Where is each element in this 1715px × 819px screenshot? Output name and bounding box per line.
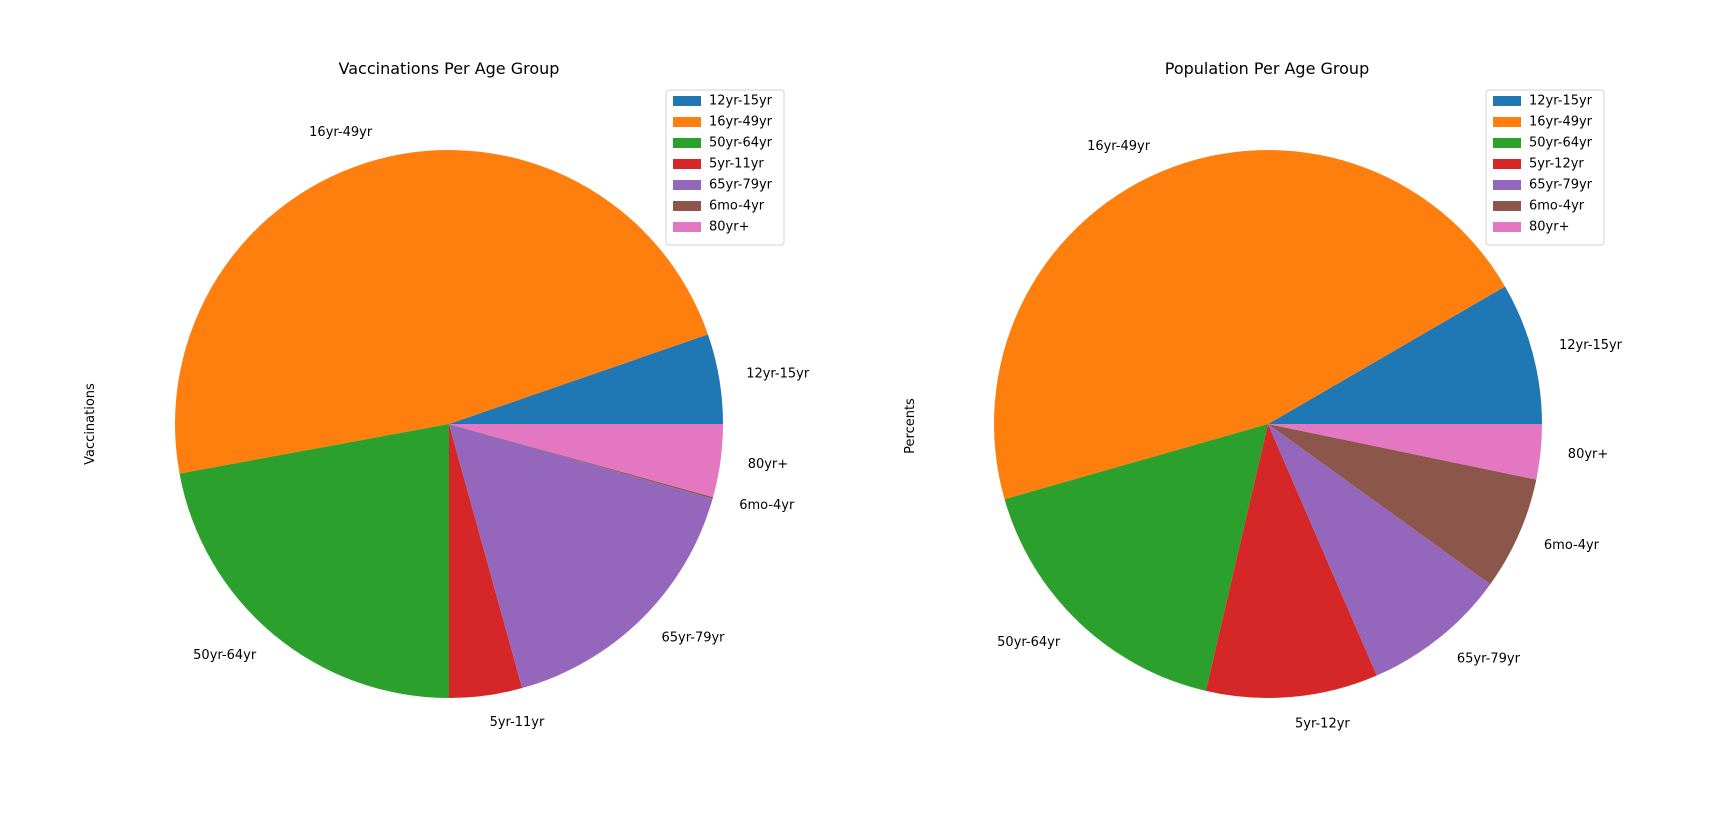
legend: 12yr-15yr 16yr-49yr 50yr-64yr 5yr-12yr 65yr-… [1485,89,1605,246]
y-axis-label: Percents [903,398,918,454]
legend-entry-16yr-49yr: 16yr-49yr [1529,115,1593,130]
legend-swatch-50yr-64yr [673,138,701,148]
chart-title: Population Per Age Group [1165,59,1369,78]
slice-label-80yr: 80yr+ [748,457,788,472]
pie-slice-80yr [1268,424,1542,480]
slice-labels: 12yr-15yr 16yr-49yr 50yr-64yr 5yr-12yr 65yr-… [997,139,1623,732]
legend-swatch-12yr-15yr [673,96,701,106]
legend-swatch-16yr-49yr [1493,117,1521,127]
slice-label-12yr-15yr: 12yr-15yr [1559,338,1623,353]
pie-slice-50yr-64yr [1004,424,1268,691]
legend-swatch-6mo-4yr [1493,201,1521,211]
pie-slice-16yr-49yr [175,150,708,474]
pie-slice-6mo-4yr [1268,424,1537,585]
legend-entry-5yr-11yr: 5yr-11yr [709,157,764,172]
slice-label-16yr-49yr: 16yr-49yr [1087,139,1151,154]
legend-entry-65yr-79yr: 65yr-79yr [709,178,773,193]
slice-label-65yr-79yr: 65yr-79yr [1457,651,1521,666]
pie-slice-6mo-4yr [449,424,714,499]
slice-label-50yr-64yr: 50yr-64yr [193,648,257,663]
slice-label-16yr-49yr: 16yr-49yr [309,125,373,140]
pie-slice-65yr-79yr [449,424,713,689]
chart-title: Vaccinations Per Age Group [339,59,560,78]
legend-swatch-65yr-79yr [1493,180,1521,190]
legend-entry-6mo-4yr: 6mo-4yr [1529,199,1585,214]
pie-slice-5yr-12yr [1205,424,1377,699]
slice-label-5yr-11yr: 5yr-11yr [490,715,545,730]
legend-swatch-65yr-79yr [673,180,701,190]
slice-label-12yr-15yr: 12yr-15yr [746,367,810,382]
legend-entry-12yr-15yr: 12yr-15yr [1529,94,1593,109]
legend-entry-50yr-64yr: 50yr-64yr [709,136,773,151]
legend: 12yr-15yr 16yr-49yr 50yr-64yr 5yr-11yr 65yr-… [665,89,785,246]
legend-entry-80yr: 80yr+ [1529,220,1569,235]
pie-slice-80yr [449,424,723,498]
legend-swatch-50yr-64yr [1493,138,1521,148]
legend-entry-6mo-4yr: 6mo-4yr [709,199,765,214]
pie-slices [993,149,1542,699]
legend-swatch-80yr [673,222,701,232]
slice-labels: 12yr-15yr 16yr-49yr 50yr-64yr 5yr-11yr 65yr-… [193,125,810,730]
legend-entry-50yr-64yr: 50yr-64yr [1529,136,1593,151]
legend-entry-16yr-49yr: 16yr-49yr [709,115,773,130]
slice-label-6mo-4yr: 6mo-4yr [739,498,795,513]
slice-label-6mo-4yr: 6mo-4yr [1544,538,1600,553]
vaccinations-pie-chart: Vaccinations Per Age Group Vaccinations … [83,59,810,730]
pie-slice-12yr-15yr [1268,286,1542,424]
legend-swatch-5yr-11yr [673,159,701,169]
legend-entry-80yr: 80yr+ [709,220,749,235]
y-axis-label: Vaccinations [83,383,98,465]
population-pie-chart: Population Per Age Group Percents 12yr-1… [903,59,1623,732]
legend-swatch-6mo-4yr [673,201,701,211]
pie-slice-50yr-64yr [179,424,450,698]
pie-slice-16yr-49yr [993,149,1506,500]
slice-label-80yr: 80yr+ [1568,447,1608,462]
legend-swatch-5yr-12yr [1493,159,1521,169]
pie-slice-5yr-11yr [449,424,523,698]
pie-slice-12yr-15yr [449,334,723,424]
pie-slice-65yr-79yr [1268,424,1491,676]
legend-swatch-80yr [1493,222,1521,232]
legend-swatch-16yr-49yr [673,117,701,127]
slice-label-50yr-64yr: 50yr-64yr [997,635,1061,650]
slice-label-65yr-79yr: 65yr-79yr [662,630,726,645]
legend-entry-65yr-79yr: 65yr-79yr [1529,178,1593,193]
legend-entry-5yr-12yr: 5yr-12yr [1529,157,1584,172]
slice-label-5yr-12yr: 5yr-12yr [1295,717,1350,732]
pie-slices [175,150,723,698]
legend-entry-12yr-15yr: 12yr-15yr [709,94,773,109]
legend-swatch-12yr-15yr [1493,96,1521,106]
